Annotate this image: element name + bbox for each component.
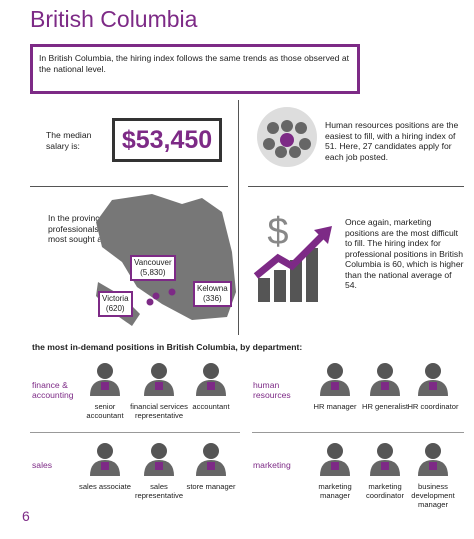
position-label: senior accountant bbox=[86, 402, 124, 420]
page-number: 6 bbox=[22, 508, 30, 524]
position-icon bbox=[418, 443, 448, 476]
position-label: sales associate bbox=[79, 482, 131, 491]
position-label: store manager bbox=[186, 482, 236, 491]
city-count: (5,830) bbox=[140, 268, 166, 277]
marketing-note: Once again, marketing positions are the … bbox=[345, 217, 464, 290]
group-name: human resources bbox=[253, 380, 291, 400]
group-name: sales bbox=[32, 460, 53, 470]
position-icon bbox=[90, 443, 120, 476]
position-icon bbox=[144, 443, 174, 476]
city-box: Victoria (620) bbox=[98, 291, 133, 317]
position-icon bbox=[144, 363, 174, 396]
city-box: Kelowna (336) bbox=[193, 281, 232, 307]
position-label: marketing manager bbox=[318, 482, 352, 500]
salary-value: $53,450 bbox=[112, 118, 222, 162]
divider bbox=[238, 100, 239, 335]
divider bbox=[252, 432, 464, 433]
intro-text: In British Columbia, the hiring index fo… bbox=[39, 53, 350, 74]
position-label: business development manager bbox=[411, 482, 455, 509]
position-icon bbox=[320, 443, 350, 476]
departments-heading: the most in-demand positions in British … bbox=[32, 342, 303, 352]
position-label: HR coordinator bbox=[407, 402, 459, 411]
group-name: marketing bbox=[253, 460, 291, 470]
position-icon bbox=[418, 363, 448, 396]
position-icon bbox=[196, 363, 226, 396]
position-icon bbox=[90, 363, 120, 396]
growth-icon: $ bbox=[253, 212, 332, 302]
divider bbox=[30, 432, 240, 433]
position-label: HR manager bbox=[313, 402, 357, 411]
city-name: Vancouver bbox=[134, 258, 172, 267]
divider bbox=[30, 186, 228, 187]
hr-note: Human resources positions are the easies… bbox=[325, 120, 459, 162]
city-name: Kelowna bbox=[197, 284, 228, 293]
city-count: (336) bbox=[203, 294, 222, 303]
position-icon bbox=[370, 443, 400, 476]
divider bbox=[248, 186, 464, 187]
svg-text:$: $ bbox=[267, 212, 288, 253]
position-label: sales representative bbox=[134, 482, 184, 500]
page-title: British Columbia bbox=[30, 6, 198, 32]
position-label: accountant bbox=[192, 402, 230, 411]
crowd-icon bbox=[257, 107, 317, 167]
position-label: marketing coordinator bbox=[366, 482, 404, 500]
position-label: financial services representative bbox=[130, 402, 188, 420]
intro-box: In British Columbia, the hiring index fo… bbox=[30, 44, 360, 94]
group-name: finance & accounting bbox=[32, 380, 74, 400]
position-label: HR generalist bbox=[361, 402, 408, 411]
position-icon bbox=[370, 363, 400, 396]
city-name: Victoria bbox=[102, 294, 129, 303]
position-icon bbox=[196, 443, 226, 476]
city-box: Vancouver (5,830) bbox=[130, 255, 176, 281]
cities-label: In the province, professionals are most … bbox=[48, 213, 126, 244]
position-icon bbox=[320, 363, 350, 396]
city-count: (620) bbox=[105, 304, 125, 313]
salary-label: The median salary is: bbox=[46, 130, 92, 151]
